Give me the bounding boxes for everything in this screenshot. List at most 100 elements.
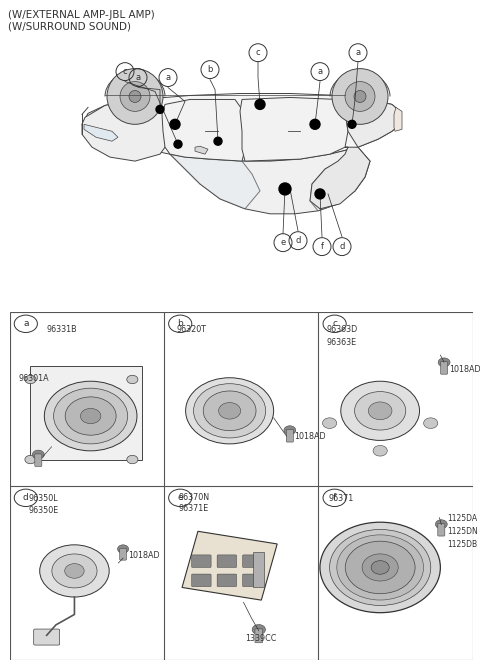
Circle shape — [424, 418, 438, 428]
Circle shape — [156, 105, 164, 113]
Circle shape — [65, 564, 84, 578]
Text: 96370N: 96370N — [179, 493, 210, 502]
Text: 1018AD: 1018AD — [449, 365, 480, 373]
FancyBboxPatch shape — [35, 454, 42, 467]
Circle shape — [323, 418, 336, 428]
FancyBboxPatch shape — [192, 555, 211, 568]
Text: c: c — [332, 320, 337, 328]
Circle shape — [118, 545, 129, 553]
Bar — [182, 531, 277, 600]
Text: a: a — [166, 73, 170, 82]
FancyBboxPatch shape — [242, 555, 262, 568]
Circle shape — [127, 455, 138, 463]
Text: 96363D: 96363D — [327, 326, 358, 335]
Circle shape — [174, 141, 182, 148]
Text: a: a — [355, 48, 360, 57]
FancyBboxPatch shape — [217, 574, 237, 587]
Text: 96371E: 96371E — [179, 504, 209, 512]
Text: f: f — [321, 242, 324, 251]
Circle shape — [81, 408, 101, 424]
FancyBboxPatch shape — [242, 574, 262, 587]
Circle shape — [348, 121, 356, 128]
Circle shape — [54, 388, 128, 444]
Circle shape — [127, 375, 138, 384]
Circle shape — [44, 381, 137, 451]
Polygon shape — [82, 93, 400, 161]
FancyBboxPatch shape — [286, 430, 293, 442]
Circle shape — [186, 378, 274, 444]
Text: 1018AD: 1018AD — [294, 432, 326, 441]
Circle shape — [52, 554, 97, 588]
Circle shape — [25, 375, 36, 384]
Text: 96331B: 96331B — [47, 326, 77, 335]
Polygon shape — [345, 97, 400, 147]
Text: 1018AD: 1018AD — [128, 551, 159, 560]
Circle shape — [337, 535, 423, 600]
Text: d: d — [295, 236, 300, 245]
Circle shape — [32, 450, 44, 459]
Text: d: d — [339, 242, 345, 251]
Circle shape — [193, 384, 266, 438]
Circle shape — [435, 520, 447, 528]
Polygon shape — [310, 154, 370, 211]
Polygon shape — [240, 97, 348, 161]
Circle shape — [279, 183, 291, 195]
Text: (W/EXTERNAL AMP-JBL AMP): (W/EXTERNAL AMP-JBL AMP) — [8, 10, 155, 20]
Circle shape — [214, 137, 222, 145]
Circle shape — [355, 392, 406, 430]
Text: 96371: 96371 — [328, 495, 354, 503]
Polygon shape — [195, 147, 208, 154]
Text: 1125DB: 1125DB — [447, 540, 478, 548]
Circle shape — [320, 522, 440, 613]
FancyBboxPatch shape — [192, 574, 211, 587]
Text: 96301A: 96301A — [19, 374, 49, 383]
Text: d: d — [23, 493, 29, 503]
Circle shape — [120, 82, 150, 111]
Polygon shape — [82, 99, 170, 161]
Circle shape — [255, 99, 265, 109]
Text: b: b — [177, 320, 183, 328]
Bar — [253, 552, 264, 587]
Circle shape — [170, 119, 180, 129]
Circle shape — [345, 82, 375, 111]
Text: 96350L: 96350L — [28, 495, 58, 503]
Polygon shape — [170, 147, 370, 213]
FancyBboxPatch shape — [441, 361, 448, 374]
Circle shape — [284, 426, 296, 435]
Circle shape — [341, 381, 420, 440]
Text: 1125DA: 1125DA — [447, 514, 478, 523]
Circle shape — [129, 90, 141, 102]
FancyBboxPatch shape — [120, 548, 126, 560]
Text: a: a — [135, 73, 141, 82]
FancyBboxPatch shape — [255, 629, 263, 642]
Text: a: a — [23, 320, 29, 328]
Polygon shape — [84, 125, 118, 141]
FancyBboxPatch shape — [438, 524, 445, 536]
Text: (W/SURROUND SOUND): (W/SURROUND SOUND) — [8, 22, 131, 32]
Circle shape — [368, 402, 392, 420]
Circle shape — [310, 119, 320, 129]
Text: 96350E: 96350E — [28, 506, 59, 514]
Circle shape — [107, 68, 163, 125]
Circle shape — [65, 397, 116, 435]
Polygon shape — [170, 154, 260, 209]
Circle shape — [315, 189, 325, 199]
Text: c: c — [256, 48, 260, 57]
Text: 96363E: 96363E — [327, 337, 357, 347]
FancyBboxPatch shape — [34, 629, 60, 645]
Text: b: b — [207, 65, 213, 74]
Circle shape — [332, 68, 388, 125]
Polygon shape — [310, 147, 370, 209]
Circle shape — [203, 391, 256, 431]
Circle shape — [373, 446, 387, 456]
Text: a: a — [317, 67, 323, 76]
Text: 96320T: 96320T — [176, 326, 206, 335]
Circle shape — [362, 554, 398, 581]
Text: e: e — [280, 238, 286, 247]
Circle shape — [252, 625, 265, 634]
Circle shape — [330, 530, 431, 605]
Circle shape — [438, 358, 450, 367]
Polygon shape — [162, 99, 245, 161]
Text: e: e — [178, 493, 183, 503]
Text: 1125DN: 1125DN — [447, 527, 478, 536]
